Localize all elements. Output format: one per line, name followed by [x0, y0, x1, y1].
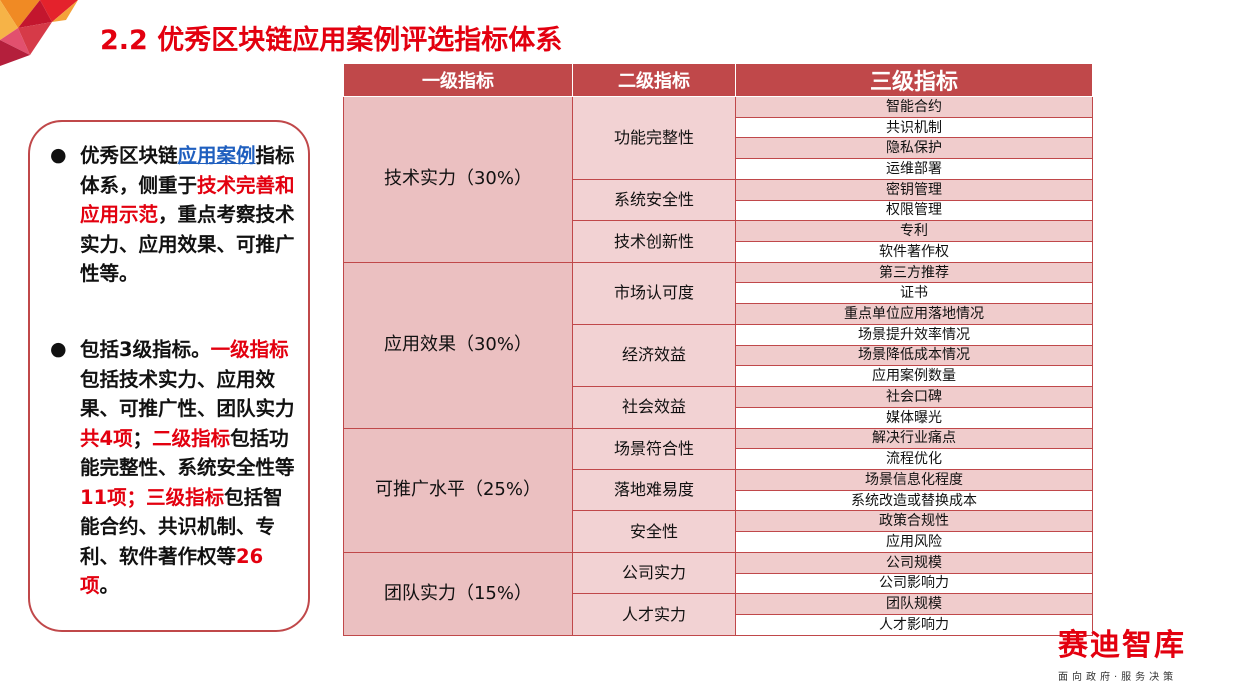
level3-cell: 场景提升效率情况 — [735, 323, 1093, 346]
level3-cell: 权限管理 — [735, 199, 1093, 222]
criteria-table: 一级指标 二级指标 三级指标 技术实力（30%） 功能完整性 智能合约 共识机制 隐私保… — [343, 63, 1093, 637]
summary-box — [28, 120, 310, 632]
level2-cell: 公司实力 — [572, 551, 736, 595]
table-row: 隐私保护 — [344, 137, 1093, 160]
level3-cell: 场景降低成本情况 — [735, 344, 1093, 367]
corner-decoration-logo — [0, 0, 78, 66]
table-row: 人才影响力 — [344, 613, 1093, 637]
bullet-icon: ● — [50, 338, 67, 360]
bullet-icon: ● — [50, 144, 67, 166]
header-level1: 一级指标 — [343, 63, 573, 97]
header-level3: 三级指标 — [735, 63, 1093, 97]
summary-paragraph-2: ● 包括3级指标。一级指标包括技术实力、应用效果、可推广性、团队实力共4项；二级… — [50, 335, 298, 601]
brand-slogan: 面向政府·服务决策 — [1058, 672, 1178, 683]
table-row: 系统安全性 密钥管理 — [344, 178, 1093, 222]
level3-cell: 解决行业痛点 — [735, 427, 1093, 450]
summary-p1-segment: 应用案例 — [177, 144, 256, 167]
summary-p2-segment: ； — [132, 426, 153, 450]
table-row: 应用案例数量 — [344, 365, 1093, 388]
level3-cell: 第三方推荐 — [735, 261, 1093, 284]
summary-text-2: 包括3级指标。一级指标包括技术实力、应用效果、可推广性、团队实力共4项；二级指标… — [50, 335, 298, 601]
summary-p2-segment: 一级指标 — [210, 338, 289, 361]
table-row: 落地难易度 场景信息化程度 — [344, 468, 1093, 512]
level2-cell: 功能完整性 — [572, 96, 736, 180]
level3-cell: 系统改造或替换成本 — [735, 489, 1093, 512]
level2-cell: 场景符合性 — [572, 427, 736, 470]
level2-cell: 落地难易度 — [572, 468, 736, 512]
level3-cell: 智能合约 — [735, 96, 1093, 118]
level2-cell: 社会效益 — [572, 386, 736, 429]
summary-p2-segment: 26项 — [80, 544, 264, 598]
table-row: 权限管理 — [344, 199, 1093, 222]
level3-cell: 运维部署 — [735, 158, 1093, 180]
level1-cell: 技术实力（30%） — [343, 96, 573, 263]
summary-paragraph-1: ● 优秀区块链应用案例指标体系，侧重于技术完善和应用示范，重点考察技术实力、应用… — [50, 141, 298, 289]
summary-p2-segment: 。 — [99, 574, 120, 597]
brand-logo: 赛迪智库 面向政府·服务决策 — [1058, 630, 1208, 685]
level3-cell: 流程优化 — [735, 448, 1093, 470]
level3-cell: 密钥管理 — [735, 178, 1093, 201]
level3-cell: 应用风险 — [735, 531, 1093, 553]
table-row: 共识机制 — [344, 116, 1093, 139]
table-row: 团队实力（15%） 公司实力 公司规模 — [343, 551, 1093, 637]
summary-text-1: 优秀区块链应用案例指标体系，侧重于技术完善和应用示范，重点考察技术实力、应用效果… — [50, 141, 298, 289]
level3-cell: 证书 — [735, 282, 1093, 305]
table-row: 应用效果（30%） 市场认可度 第三方推荐 — [343, 261, 1093, 429]
brand-name: 赛迪智库 — [1058, 628, 1186, 663]
table-header-row: 一级指标 二级指标 三级指标 — [343, 63, 1093, 97]
level2-cell: 技术创新性 — [572, 220, 736, 263]
table-row: 场景降低成本情况 — [344, 344, 1093, 367]
level3-cell: 公司影响力 — [735, 572, 1093, 595]
summary-p2-segment: 11项；三级指标 — [80, 485, 225, 509]
table-row: 证书 — [344, 282, 1093, 305]
table-row: 运维部署 — [344, 158, 1093, 180]
table-row: 媒体曝光 — [344, 406, 1093, 429]
level1-cell: 应用效果（30%） — [343, 261, 573, 429]
table-row: 软件著作权 — [344, 241, 1093, 263]
level3-cell: 团队规模 — [735, 593, 1093, 615]
table-row: 安全性 政策合规性 — [344, 510, 1093, 553]
level3-cell: 社会口碑 — [735, 386, 1093, 408]
summary-p1-segment: 指标体系，侧重于 — [80, 144, 295, 197]
table-row: 应用风险 — [344, 531, 1093, 553]
level2-cell: 市场认可度 — [572, 261, 736, 325]
table-row: 可推广水平（25%） 场景符合性 解决行业痛点 — [343, 427, 1093, 553]
level2-cell: 安全性 — [572, 510, 736, 553]
level1-cell: 团队实力（15%） — [343, 551, 573, 637]
level3-cell: 媒体曝光 — [735, 406, 1093, 429]
table-row: 技术创新性 专利 — [344, 220, 1093, 263]
level1-cell: 可推广水平（25%） — [343, 427, 573, 553]
level3-cell: 重点单位应用落地情况 — [735, 303, 1093, 325]
level3-cell: 政策合规性 — [735, 510, 1093, 533]
level2-cell: 人才实力 — [572, 593, 736, 636]
table-row: 重点单位应用落地情况 — [344, 303, 1093, 325]
summary-p1-segment: ，重点考察技术实力、应用效果、可推广性等。 — [80, 203, 295, 285]
summary-p1-segment: 技术完善和应用示范 — [80, 173, 295, 227]
table-row: 人才实力 团队规模 — [344, 593, 1093, 636]
summary-p2-segment: 共4项 — [80, 426, 133, 450]
summary-p1-segment: 优秀区块链 — [80, 144, 178, 167]
summary-p2-segment: 包括3级指标。 — [80, 338, 211, 361]
level3-cell: 专利 — [735, 220, 1093, 243]
level3-cell: 软件著作权 — [735, 241, 1093, 263]
page-title: 2.2 优秀区块链应用案例评选指标体系 — [100, 25, 563, 56]
level2-cell: 经济效益 — [572, 323, 736, 388]
level3-cell: 共识机制 — [735, 116, 1093, 139]
level3-cell: 场景信息化程度 — [735, 468, 1093, 491]
table-row: 流程优化 — [344, 448, 1093, 470]
summary-p2-segment: 包括功能完整性、系统安全性等 — [80, 426, 295, 480]
level3-cell: 人才影响力 — [735, 613, 1093, 637]
summary-p2-segment: 包括技术实力、应用效果、可推广性、团队实力 — [80, 367, 295, 421]
table-row: 技术实力（30%） 功能完整性 智能合约 — [343, 96, 1093, 263]
level2-cell: 系统安全性 — [572, 178, 736, 222]
level3-cell: 隐私保护 — [735, 137, 1093, 160]
summary-p2-segment: 包括智能合约、共识机制、专利、软件著作权等 — [80, 485, 283, 568]
summary-p2-segment: 二级指标 — [152, 426, 231, 450]
level3-cell: 公司规模 — [735, 551, 1093, 574]
level3-cell: 应用案例数量 — [735, 365, 1093, 388]
header-level2: 二级指标 — [572, 63, 736, 97]
